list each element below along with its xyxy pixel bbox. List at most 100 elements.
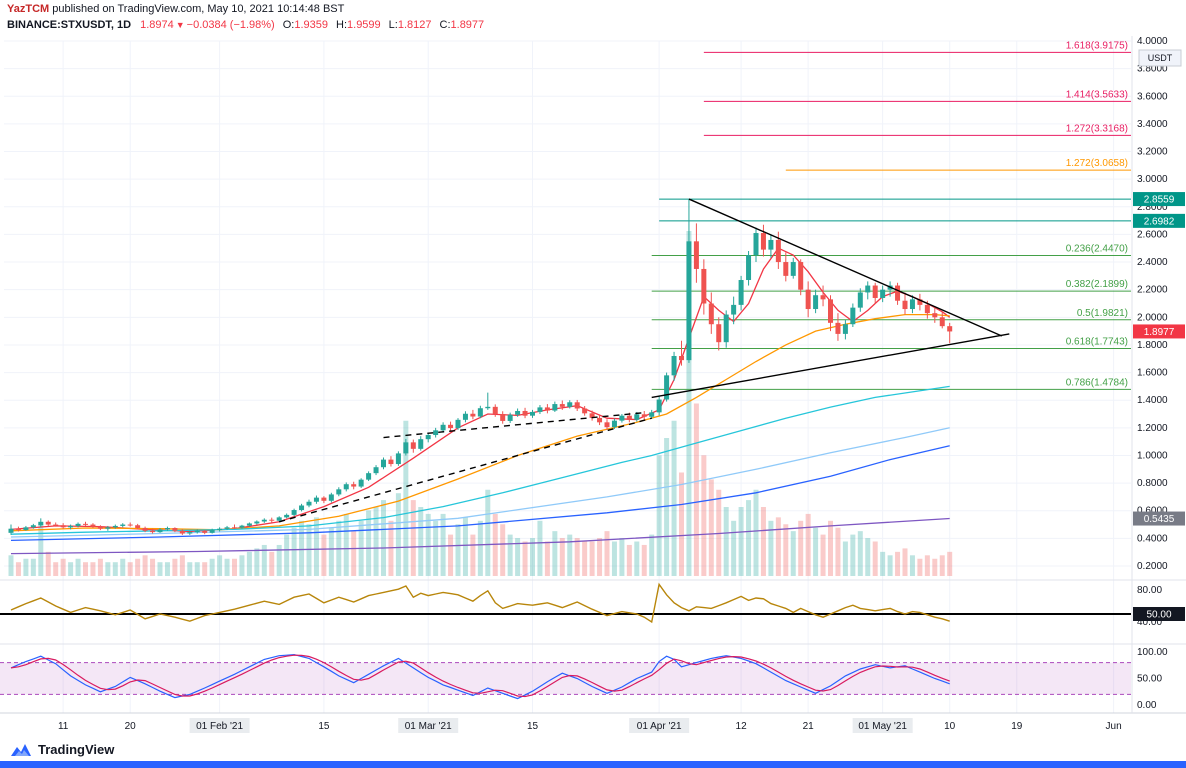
price-scale[interactable]: 0.2000 0.4000 0.6000 0.8000 1.0000 1.2000 1.40… xyxy=(1133,36,1185,621)
candle xyxy=(537,407,543,412)
price-label-chip xyxy=(1133,324,1185,339)
close-label: C: xyxy=(439,19,451,31)
candle xyxy=(135,525,141,529)
candle xyxy=(634,414,640,420)
candle xyxy=(880,289,886,298)
candle xyxy=(947,326,953,332)
candle xyxy=(477,408,483,417)
stoch-k-line xyxy=(10,653,950,700)
candle xyxy=(246,523,252,526)
candle xyxy=(448,424,454,429)
candle xyxy=(366,473,372,480)
symbol-legend[interactable]: BINANCE:STXUSDT, 1D 1.8974 ▼ −0.0384 (−1.98… xyxy=(7,19,484,31)
svg-text:50.00: 50.00 xyxy=(1146,610,1171,621)
candle xyxy=(939,317,945,327)
stoch-d-line xyxy=(10,654,950,698)
candle xyxy=(522,410,528,416)
candle xyxy=(209,530,215,533)
svg-text:USDT: USDT xyxy=(1148,53,1173,63)
candle xyxy=(611,420,617,428)
candle xyxy=(798,262,804,290)
tradingview-attribution[interactable]: TradingView xyxy=(10,742,114,757)
svg-text:50.00: 50.00 xyxy=(1137,674,1162,685)
candle xyxy=(261,519,267,522)
price-label-chip xyxy=(1133,213,1185,228)
candle xyxy=(321,497,327,501)
candle xyxy=(828,299,833,323)
candle xyxy=(254,521,260,524)
svg-text:4.0000: 4.0000 xyxy=(1137,36,1168,47)
candle xyxy=(701,268,707,304)
svg-text:1.4000: 1.4000 xyxy=(1137,395,1168,406)
time-label-chip xyxy=(189,718,250,733)
svg-text:2.2000: 2.2000 xyxy=(1137,285,1168,296)
svg-text:01 May '21: 01 May '21 xyxy=(858,721,907,732)
candle xyxy=(202,530,208,533)
tradingview-logo-icon xyxy=(11,744,31,756)
candles[interactable] xyxy=(8,199,953,535)
symbol-name[interactable]: BINANCE:STXUSDT, 1D xyxy=(7,19,132,31)
candle xyxy=(544,407,550,411)
candle xyxy=(679,356,684,361)
svg-text:1.8000: 1.8000 xyxy=(1137,340,1168,351)
candle xyxy=(917,299,923,305)
candle xyxy=(552,404,558,411)
svg-text:2.6982: 2.6982 xyxy=(1144,216,1175,227)
candle xyxy=(53,524,59,526)
candle xyxy=(179,530,185,534)
candle xyxy=(865,285,871,293)
candle xyxy=(164,528,170,530)
candle xyxy=(276,517,282,521)
svg-text:0.8000: 0.8000 xyxy=(1137,478,1168,489)
candle xyxy=(909,299,915,310)
svg-text:0.618(1.7743): 0.618(1.7743) xyxy=(1066,336,1128,347)
candle xyxy=(45,521,51,525)
candle xyxy=(805,289,811,310)
time-axis[interactable]: 11 20 01 Feb '21 15 01 Mar '21 15 01 Apr '21 12… xyxy=(58,718,1122,733)
candle xyxy=(783,262,789,276)
candle xyxy=(775,239,781,263)
currency-unit-chip xyxy=(1138,49,1182,67)
candle xyxy=(872,285,878,298)
svg-text:0.236(2.4470): 0.236(2.4470) xyxy=(1066,244,1128,255)
author-name[interactable]: YazTCM xyxy=(7,3,50,15)
svg-text:15: 15 xyxy=(318,721,330,732)
price-change: −0.0384 (−1.98%) xyxy=(186,19,275,31)
candle xyxy=(306,501,312,506)
candle xyxy=(656,399,662,413)
svg-text:0.5(1.9821): 0.5(1.9821) xyxy=(1077,308,1128,319)
candle xyxy=(269,519,275,521)
candle xyxy=(105,527,111,529)
svg-text:1.6000: 1.6000 xyxy=(1137,368,1168,379)
bottom-blue-bar xyxy=(0,761,1186,768)
candle xyxy=(23,527,29,531)
candle xyxy=(842,324,848,334)
candle xyxy=(351,484,357,487)
legend-last-price: 1.8974 xyxy=(140,19,174,31)
candle xyxy=(418,439,424,449)
svg-text:20: 20 xyxy=(125,721,137,732)
candle xyxy=(8,528,14,533)
candle xyxy=(731,304,737,315)
open-label: O: xyxy=(282,19,295,31)
candle xyxy=(187,532,193,534)
candle xyxy=(60,525,66,528)
candle xyxy=(395,453,401,465)
stoch-band-fill xyxy=(0,662,1131,695)
candle xyxy=(492,406,498,415)
candle xyxy=(68,525,74,528)
svg-text:15: 15 xyxy=(527,721,539,732)
candle xyxy=(217,528,223,531)
time-label-chip xyxy=(629,718,690,733)
candle xyxy=(902,300,908,310)
svg-text:01 Feb '21: 01 Feb '21 xyxy=(196,721,243,732)
candle xyxy=(358,479,364,487)
trendlines[interactable] xyxy=(279,198,1010,523)
candle xyxy=(723,314,729,343)
candle xyxy=(388,459,394,465)
candle xyxy=(753,233,759,256)
svg-text:0.786(1.4784): 0.786(1.4784) xyxy=(1066,377,1128,388)
candle xyxy=(120,524,126,526)
